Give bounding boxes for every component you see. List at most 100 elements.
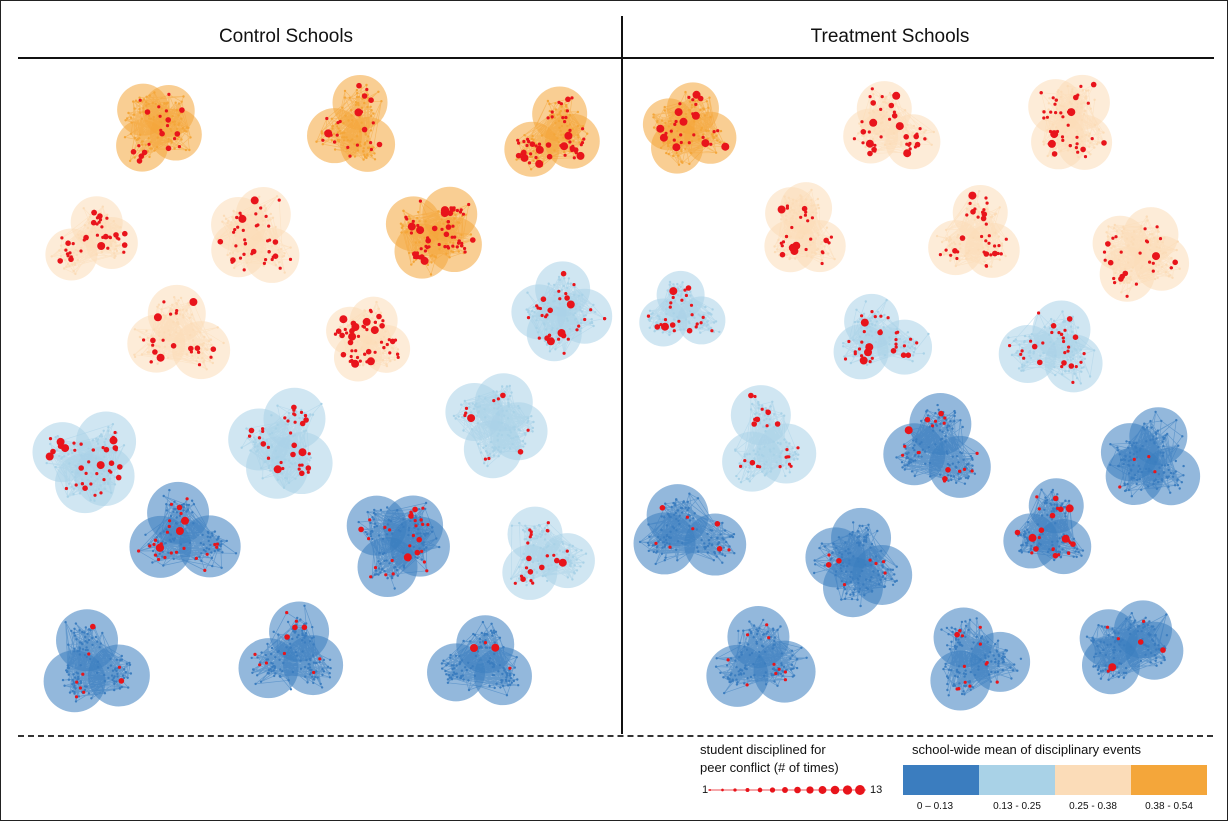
student-node bbox=[565, 317, 569, 320]
student-node bbox=[96, 438, 100, 441]
student-node bbox=[1071, 357, 1075, 360]
student-node bbox=[1042, 351, 1045, 355]
student-node bbox=[101, 631, 104, 635]
disciplined-student-node bbox=[366, 357, 375, 366]
student-node bbox=[868, 111, 871, 115]
student-node bbox=[112, 219, 116, 223]
student-node bbox=[1063, 320, 1067, 323]
student-node bbox=[85, 655, 89, 659]
student-node bbox=[748, 452, 751, 456]
student-node bbox=[1142, 248, 1145, 252]
student-node bbox=[1156, 240, 1160, 243]
student-node bbox=[689, 151, 693, 155]
student-node bbox=[1069, 356, 1072, 359]
student-node bbox=[146, 350, 149, 354]
disciplined-student-node bbox=[97, 242, 106, 250]
student-node bbox=[1064, 131, 1067, 134]
disciplined-student-node bbox=[982, 250, 986, 254]
student-node bbox=[905, 349, 908, 353]
disciplined-student-node bbox=[414, 549, 421, 556]
disciplined-student-node bbox=[285, 611, 289, 615]
student-node bbox=[1080, 102, 1083, 105]
student-node bbox=[91, 227, 94, 230]
student-node bbox=[373, 364, 376, 367]
disciplined-student-node bbox=[113, 232, 119, 238]
disciplined-student-node bbox=[87, 460, 91, 464]
student-node bbox=[753, 412, 757, 416]
student-node bbox=[276, 404, 279, 407]
student-node bbox=[169, 127, 172, 131]
student-node bbox=[883, 115, 886, 118]
student-node bbox=[1158, 246, 1161, 249]
student-node bbox=[277, 248, 280, 252]
student-node bbox=[169, 514, 173, 518]
disciplined-student-node bbox=[305, 465, 312, 471]
student-node bbox=[285, 646, 288, 649]
disciplined-student-node bbox=[106, 246, 110, 250]
student-node bbox=[260, 467, 263, 470]
student-node bbox=[289, 461, 292, 465]
disciplined-student-node bbox=[654, 324, 661, 330]
student-node bbox=[364, 132, 367, 135]
student-node bbox=[785, 218, 788, 222]
student-node bbox=[89, 657, 92, 661]
student-node bbox=[571, 544, 574, 548]
student-node bbox=[1088, 132, 1092, 135]
student-node bbox=[1080, 370, 1083, 373]
student-node bbox=[1072, 354, 1075, 357]
student-node bbox=[359, 140, 362, 144]
student-node bbox=[568, 327, 572, 331]
student-node bbox=[407, 215, 410, 218]
student-node bbox=[95, 253, 98, 256]
disciplined-student-node bbox=[879, 314, 883, 318]
student-node bbox=[575, 569, 579, 572]
network-treatment-6 bbox=[1092, 207, 1190, 302]
student-node bbox=[377, 323, 380, 326]
student-node bbox=[88, 480, 91, 483]
student-node bbox=[760, 453, 764, 457]
disciplined-student-node bbox=[303, 414, 308, 418]
student-node bbox=[303, 634, 306, 637]
disciplined-student-node bbox=[367, 537, 371, 541]
student-node bbox=[798, 210, 801, 213]
disciplined-student-node bbox=[1063, 351, 1067, 355]
student-node bbox=[1156, 229, 1160, 232]
treatment-schools-title: Treatment Schools bbox=[810, 26, 970, 47]
student-node bbox=[1120, 230, 1124, 233]
student-node bbox=[175, 511, 179, 514]
student-node bbox=[377, 560, 380, 563]
student-node bbox=[368, 146, 371, 149]
student-node bbox=[372, 146, 375, 149]
student-node bbox=[823, 245, 826, 248]
disciplined-student-node bbox=[325, 116, 329, 121]
student-node bbox=[545, 546, 548, 549]
disciplined-student-node bbox=[526, 316, 531, 320]
student-node bbox=[540, 134, 544, 137]
student-node bbox=[908, 346, 912, 350]
student-node bbox=[125, 662, 129, 665]
student-node bbox=[126, 676, 129, 679]
student-node bbox=[477, 645, 481, 649]
student-node bbox=[693, 100, 697, 103]
student-node bbox=[213, 530, 217, 533]
student-node bbox=[668, 283, 671, 286]
student-node bbox=[252, 436, 256, 439]
student-node bbox=[77, 695, 81, 698]
student-node bbox=[707, 106, 710, 109]
disciplined-student-node bbox=[672, 329, 676, 333]
student-node bbox=[533, 568, 536, 571]
student-node bbox=[68, 264, 71, 268]
disciplined-student-node bbox=[90, 623, 96, 630]
disciplined-student-node bbox=[889, 103, 893, 108]
disciplined-student-node bbox=[546, 521, 550, 525]
disciplined-student-node bbox=[781, 240, 786, 244]
student-node bbox=[255, 228, 258, 232]
disciplined-student-node bbox=[289, 431, 293, 435]
student-node bbox=[1122, 227, 1126, 231]
student-node bbox=[314, 675, 317, 679]
student-node bbox=[858, 122, 861, 125]
student-node bbox=[474, 404, 477, 408]
student-node bbox=[486, 454, 490, 457]
student-node bbox=[494, 447, 498, 450]
disciplined-student-node bbox=[461, 212, 465, 216]
